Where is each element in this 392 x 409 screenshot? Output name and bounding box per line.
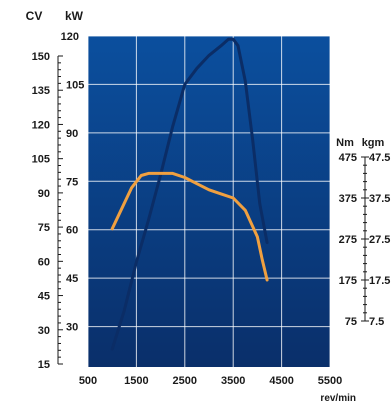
kw-tick-label: 120 <box>61 31 79 43</box>
cv-tick-label: 30 <box>38 325 50 337</box>
cv-tick-label: 105 <box>32 154 50 166</box>
x-tick-label: 4500 <box>269 375 293 387</box>
x-tick-label: 1500 <box>124 375 148 387</box>
x-tick-label: 2500 <box>173 375 197 387</box>
kgm-tick-label: 17.5 <box>369 275 390 287</box>
nm-tick-label: 475 <box>339 152 357 164</box>
x-tick-label: 3500 <box>221 375 245 387</box>
kw-tick-label: 90 <box>66 128 78 140</box>
nm-tick-label: 275 <box>339 234 357 246</box>
cv-tick-label: 15 <box>38 359 50 371</box>
cv-axis-title: CV <box>26 9 43 23</box>
x-tick-label: 5500 <box>318 375 342 387</box>
cv-tick-label: 120 <box>32 119 50 131</box>
nm-tick-label: 75 <box>345 316 357 328</box>
x-axis-title: rev/min <box>320 393 356 404</box>
grid-lines <box>87 35 331 367</box>
kgm-tick-label: 37.5 <box>369 193 390 205</box>
kgm-tick-label: 27.5 <box>369 234 390 246</box>
cv-tick-label: 135 <box>32 85 50 97</box>
cv-tick-label: 90 <box>38 188 50 200</box>
x-tick-label: 500 <box>79 375 97 387</box>
cv-tick-label: 75 <box>38 222 50 234</box>
cv-tick-label: 60 <box>38 256 50 268</box>
plot-background <box>88 36 330 367</box>
kgm-axis-title: kgm <box>362 137 385 149</box>
torque-curve <box>110 171 269 282</box>
power-curve <box>110 37 269 351</box>
axes: 500 1500 2500 3500 4500 5500 120 30 45 60 75 90 105 1… <box>32 31 391 387</box>
kw-tick-label: 30 <box>66 322 78 334</box>
nm-tick-label: 175 <box>339 275 357 287</box>
cv-tick-label: 45 <box>38 291 50 303</box>
kw-tick-label: 75 <box>66 176 78 188</box>
kgm-tick-label: 7.5 <box>369 316 384 328</box>
series-lines <box>110 37 269 351</box>
nm-tick-label: 375 <box>339 193 357 205</box>
kw-tick-label: 45 <box>66 273 78 285</box>
kw-tick-label: 60 <box>66 225 78 237</box>
nm-axis-title: Nm <box>336 137 354 149</box>
kgm-tick-label: 47.5 <box>369 152 390 164</box>
kw-tick-label: 105 <box>66 79 84 91</box>
kw-axis-title: kW <box>65 9 84 23</box>
cv-tick-label: 150 <box>32 51 50 63</box>
